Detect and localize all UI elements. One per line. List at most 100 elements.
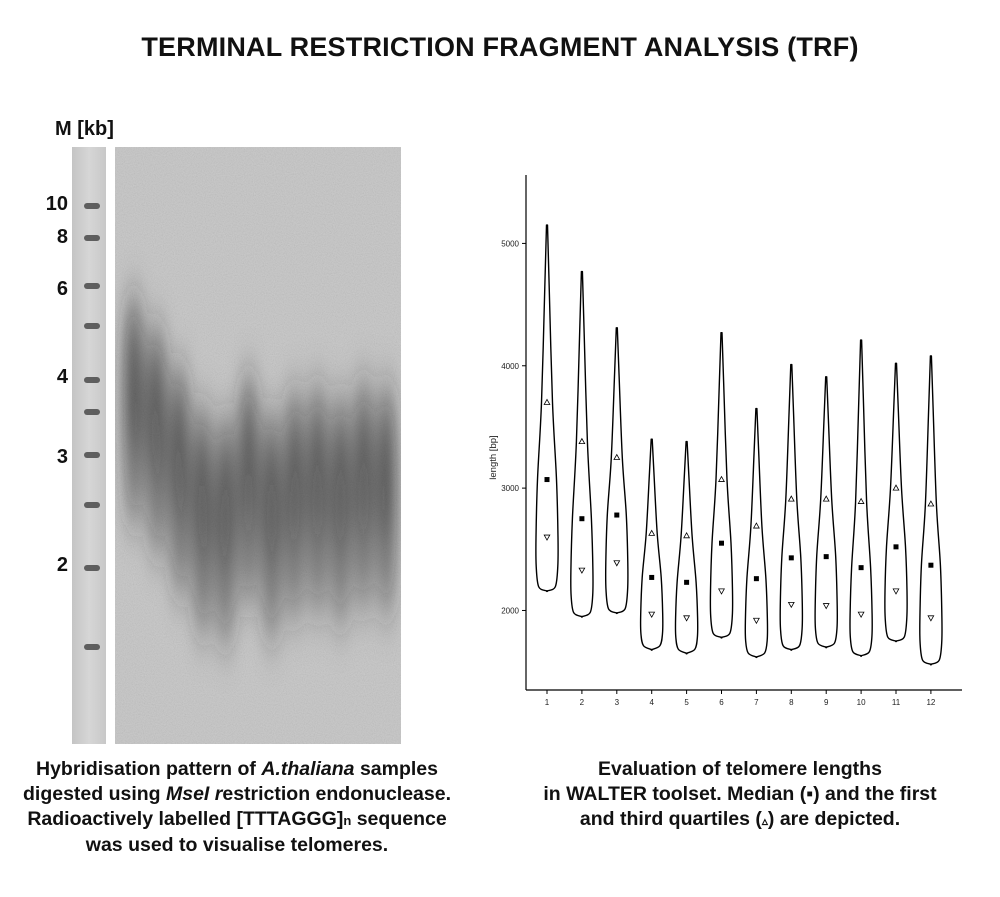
violin-outline: [814, 376, 839, 649]
marker-bands: [84, 203, 100, 650]
caption-left: Hybridisation pattern of A.thaliana samp…: [12, 757, 462, 858]
page-title: TERMINAL RESTRICTION FRAGMENT ANALYSIS (…: [141, 32, 859, 62]
median-marker: [544, 477, 550, 483]
violin-10: [849, 339, 873, 657]
violin-outline: [570, 270, 594, 618]
gel-lane-core: [356, 395, 371, 535]
q3-marker: [718, 475, 725, 482]
gel-lane-core: [195, 420, 210, 560]
x-tick-label: 10: [857, 698, 866, 707]
gel-image: 10 8 6 4 3 2: [20, 140, 420, 750]
q3-marker: [578, 437, 586, 445]
violin-outline: [779, 363, 804, 651]
x-tick-label: 11: [892, 698, 901, 707]
caption-right-line-4: and third quartiles (: [579, 808, 762, 830]
gel-lane-core: [287, 405, 302, 545]
y-tick-label: 3000: [501, 484, 519, 493]
q3-marker: [927, 500, 935, 507]
marker-band: [84, 283, 100, 289]
violin-1: [535, 224, 559, 593]
violin-outline: [604, 327, 629, 615]
q3-marker: [648, 529, 656, 536]
caption-right-line-5: ) are depicted.: [767, 808, 901, 830]
x-tick-label: 1: [545, 698, 550, 707]
median-marker: [823, 554, 829, 560]
q3-marker: [613, 453, 621, 460]
median-marker: [928, 562, 934, 568]
caption-left-text-2: samples digested using: [22, 758, 438, 805]
y-tick-label: 2000: [501, 606, 519, 615]
q3-marker: [683, 532, 691, 539]
gel-lane-core: [218, 430, 233, 570]
violin-9: [814, 376, 839, 649]
q1-marker: [543, 534, 551, 541]
violin-2: [570, 270, 594, 618]
median-marker: [649, 574, 655, 580]
quartile-symbol-icon: ▵: [761, 814, 768, 828]
q1-marker: [718, 588, 725, 595]
violin-12: [919, 355, 943, 666]
q3-marker: [892, 484, 900, 491]
x-tick-label: 5: [684, 698, 689, 707]
x-tick-label: 6: [719, 698, 724, 707]
q3-marker: [787, 495, 795, 502]
caption-left-species: A.thaliana: [261, 758, 355, 780]
marker-band: [84, 203, 100, 209]
q3-marker: [543, 398, 551, 405]
x-tick-label: 2: [580, 698, 585, 707]
marker-band: [84, 452, 100, 458]
violin-outline: [744, 407, 769, 659]
median-marker: [579, 516, 585, 522]
violin-outline: [884, 362, 908, 643]
gel-lane-core: [264, 425, 279, 565]
violin-3: [604, 327, 629, 615]
q1-marker: [822, 603, 830, 610]
violin-outline: [674, 440, 699, 655]
violin-outline: [535, 224, 559, 593]
q3-marker: [822, 495, 830, 502]
marker-band: [84, 409, 100, 415]
gel-lane-core: [241, 390, 256, 530]
caption-left-text-1: Hybridisation pattern of: [35, 758, 262, 780]
violin-8: [779, 363, 804, 651]
marker-size-label: 2: [56, 554, 68, 576]
median-marker: [614, 512, 620, 518]
x-tick-label: 9: [824, 698, 829, 707]
q3-marker: [857, 497, 865, 504]
q1-marker: [927, 615, 935, 622]
median-marker: [788, 555, 794, 561]
q3-marker: [752, 522, 760, 529]
median-marker: [684, 579, 690, 585]
sample-area: [115, 147, 401, 744]
violin-5: [674, 440, 699, 655]
violin-outline: [709, 332, 734, 639]
marker-size-label: 8: [56, 226, 68, 248]
x-tick-label: 4: [649, 698, 654, 707]
caption-left-subscript: n: [343, 813, 352, 828]
x-tick-label: 12: [926, 698, 935, 707]
q1-marker: [892, 588, 900, 595]
marker-band: [84, 323, 100, 329]
caption-left-text-4: sequence was used to visualise telomeres…: [85, 808, 447, 856]
q1-marker: [857, 611, 865, 618]
caption-left-enzyme: MseI r: [166, 783, 223, 805]
violin-4: [639, 438, 664, 651]
gel-lane-core: [172, 380, 187, 520]
gel-svg: [72, 147, 401, 744]
q1-marker: [578, 567, 586, 574]
caption-right-line-1: Evaluation of telomere lengths: [598, 758, 882, 780]
violin-outline: [919, 355, 943, 666]
violin-11: [884, 362, 908, 643]
gel-lane-core: [379, 400, 394, 540]
q1-marker: [683, 615, 691, 622]
marker-size-label: 6: [56, 278, 68, 300]
marker-band: [84, 502, 100, 508]
marker-size-label: 3: [56, 446, 68, 468]
marker-label: M [kb]: [55, 118, 114, 140]
q1-marker: [613, 560, 621, 567]
gel-lane-core: [310, 400, 325, 540]
violin-outline: [639, 438, 664, 651]
gel-lane-core: [126, 310, 141, 450]
y-tick-label: 4000: [501, 362, 519, 371]
